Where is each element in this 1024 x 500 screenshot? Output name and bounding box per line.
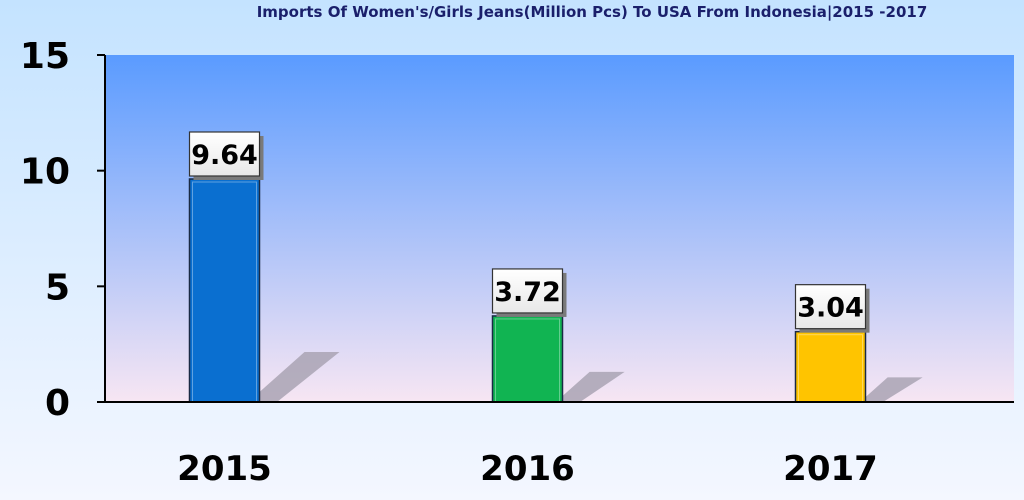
data-label: 3.04 — [797, 293, 864, 324]
data-label-box — [491, 268, 564, 314]
data-label: 3.72 — [494, 277, 561, 308]
chart-title: Imports Of Women's/Girls Jeans(Million P… — [256, 3, 928, 21]
y-tick-label: 15 — [20, 36, 70, 77]
axes: 2015 2016 2017 0 5 10 15 — [20, 36, 1014, 489]
bar-shadow — [259, 352, 340, 402]
y-tick-label: 5 — [45, 267, 70, 308]
x-tick-label: 2015 — [177, 449, 272, 489]
bar-2016 — [491, 315, 564, 403]
y-tick-label: 10 — [20, 152, 70, 193]
data-label-box — [188, 131, 261, 177]
x-tick-label: 2017 — [783, 449, 878, 489]
data-label: 9.64 — [191, 140, 258, 171]
bar-2015 — [188, 178, 261, 403]
y-tick-label: 0 — [45, 383, 70, 424]
bar-shadow — [865, 377, 923, 402]
data-label-box — [794, 284, 867, 330]
data-labels: 9.64 3.72 3.04 — [188, 131, 870, 333]
bar-shadow — [562, 371, 625, 402]
bar-shadows — [259, 352, 923, 402]
bar-2017 — [794, 330, 867, 403]
x-tick-label: 2016 — [480, 449, 575, 489]
